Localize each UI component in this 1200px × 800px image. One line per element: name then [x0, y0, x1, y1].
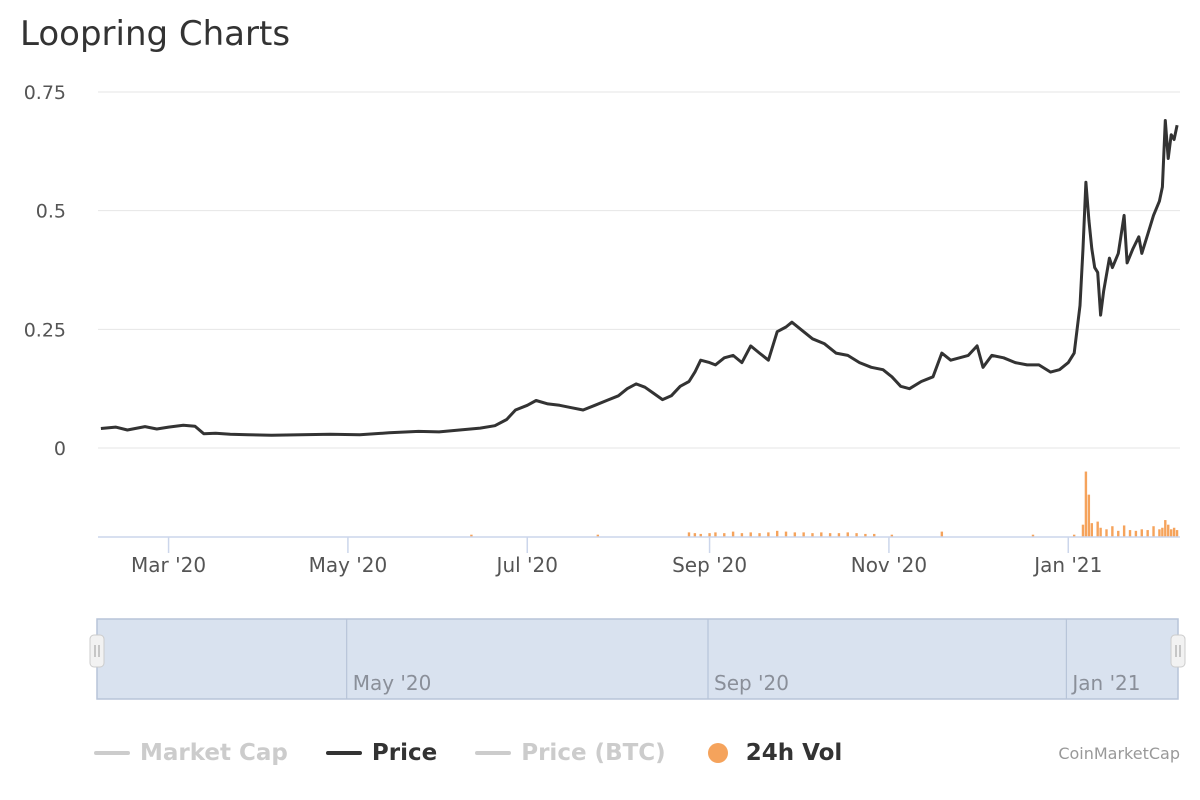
navigator-range — [96, 618, 1179, 700]
volume-bar — [1031, 534, 1035, 537]
volume-bar — [1128, 530, 1132, 537]
page-title: Loopring Charts — [20, 14, 291, 54]
volume-bar — [784, 531, 788, 537]
legend-item-24h-vol[interactable]: 24h Vol — [704, 740, 843, 766]
volume-bar — [1087, 494, 1091, 537]
volume-bar — [940, 531, 944, 537]
credit-label[interactable]: CoinMarketCap — [1058, 744, 1180, 763]
volume-bar — [828, 533, 832, 537]
volume-bar — [596, 534, 600, 537]
x-tick-label: Nov '20 — [851, 553, 927, 577]
x-tick-label: Mar '20 — [131, 553, 206, 577]
navigator-handle-right[interactable] — [1170, 634, 1186, 668]
volume-bar — [731, 531, 735, 537]
volume-bar — [699, 533, 702, 537]
legend-label: Market Cap — [140, 740, 288, 766]
volume-bar — [687, 532, 691, 537]
volume-bar — [775, 530, 779, 537]
x-tick-label: May '20 — [309, 553, 388, 577]
price-line — [100, 119, 1179, 437]
volume-bar — [1111, 526, 1114, 537]
volume-bar — [740, 533, 744, 537]
volume-bar — [855, 533, 858, 537]
volume-bar — [1167, 524, 1170, 537]
y-tick-label: 0 — [54, 438, 66, 460]
volume-bar — [1152, 526, 1155, 537]
navigator-tick-label: May '20 — [353, 671, 432, 695]
volume-bar — [1146, 530, 1149, 537]
y-tick-label: 0.5 — [36, 201, 66, 223]
x-tick-label: Jul '20 — [495, 553, 558, 577]
volume-bar — [1099, 527, 1102, 537]
legend-item-price-btc[interactable]: Price (BTC) — [475, 740, 666, 766]
volume-bar — [793, 532, 797, 537]
volume-bar — [1096, 521, 1099, 537]
volume-bar — [1090, 523, 1093, 537]
volume-bar — [802, 532, 805, 537]
grid-lines — [98, 91, 1180, 449]
legend-label: Price — [371, 740, 438, 766]
volume-bar — [1081, 524, 1085, 537]
volume-bar — [1072, 534, 1076, 537]
volume-bar — [837, 533, 841, 537]
legend-label: Price (BTC) — [521, 740, 666, 766]
volume-bar — [1122, 525, 1126, 537]
volume-bar — [873, 533, 876, 537]
navigator-tick-label: Jan '21 — [1070, 671, 1140, 695]
y-tick-label: 0.75 — [24, 82, 66, 104]
x-tick-label: Jan '21 — [1032, 553, 1102, 577]
x-tick-label: Sep '20 — [672, 553, 747, 577]
volume-bar — [749, 532, 752, 537]
volume-bar — [1175, 530, 1179, 537]
volume-bar — [708, 533, 711, 537]
navigator[interactable]: May '20 Sep '20 Jan '21 — [89, 618, 1186, 700]
volume-bar — [1105, 529, 1108, 537]
volume-bar — [1158, 529, 1161, 537]
legend-item-market-cap[interactable]: Market Cap — [94, 740, 288, 766]
legend: Market Cap Price Price (BTC) 24h Vol — [94, 740, 880, 766]
volume-bar — [1172, 527, 1176, 537]
price-series — [100, 119, 1179, 437]
volume-bar — [846, 532, 849, 537]
legend-line-icon — [325, 751, 362, 755]
volume-bars — [470, 471, 1179, 537]
price-chart[interactable]: 0 0.25 0.5 0.75 Mar '20 May '20 Jul '20 Sep '2… — [0, 0, 1200, 740]
volume-bar — [864, 533, 867, 537]
volume-bar — [1117, 530, 1120, 537]
volume-bar — [811, 533, 814, 537]
volume-bar — [1161, 527, 1164, 537]
volume-bar — [714, 532, 717, 537]
volume-bar — [820, 532, 823, 537]
handle-grip — [89, 634, 105, 668]
volume-bar — [767, 532, 770, 537]
handle-grip — [1170, 634, 1186, 668]
legend-dot-icon — [707, 743, 728, 763]
navigator-tick-label: Sep '20 — [714, 671, 789, 695]
volume-bar — [758, 533, 761, 537]
volume-bar — [470, 534, 473, 537]
x-axis: Mar '20 May '20 Jul '20 Sep '20 Nov '20 Jan '… — [98, 536, 1180, 577]
volume-bar — [723, 533, 726, 537]
volume-bar — [1084, 471, 1088, 537]
navigator-handle-left[interactable] — [89, 634, 105, 668]
volume-bar — [1140, 529, 1143, 537]
legend-item-price[interactable]: Price — [325, 740, 438, 766]
volume-bar — [890, 534, 894, 537]
legend-label: 24h Vol — [745, 740, 843, 766]
volume-bar — [693, 533, 697, 537]
legend-line-icon — [94, 751, 130, 755]
volume-bar — [1164, 520, 1167, 537]
volume-bar — [1134, 530, 1138, 537]
volume-bar — [1169, 529, 1173, 537]
legend-line-icon — [475, 751, 512, 755]
y-axis-ticks: 0 0.25 0.5 0.75 — [24, 82, 66, 460]
y-tick-label: 0.25 — [24, 319, 66, 341]
